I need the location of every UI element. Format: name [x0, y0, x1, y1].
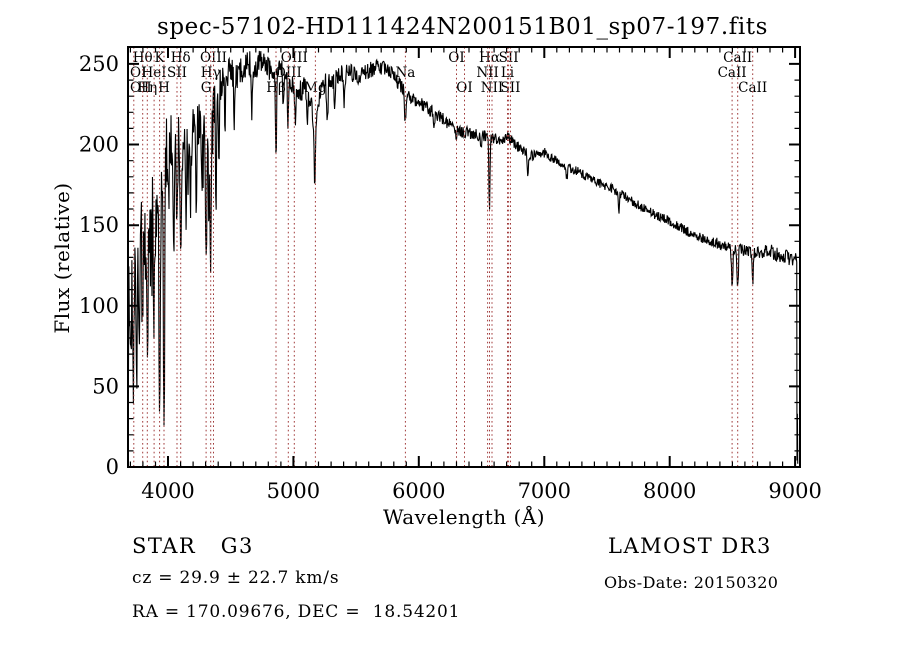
plot-frame	[127, 46, 801, 468]
marker-label: Hα	[479, 50, 500, 66]
survey-annotation: LAMOST DR3	[608, 534, 772, 558]
x-axis-title: Wavelength (Å)	[382, 505, 546, 529]
marker-label: HeI	[142, 65, 167, 81]
y-axis-title: Flux (relative)	[50, 182, 74, 334]
minor-ticks	[128, 47, 800, 467]
y-tick-label: 150	[79, 213, 119, 237]
marker-label: Na	[395, 65, 415, 81]
x-tick-label: 7000	[518, 479, 571, 503]
marker-lines	[133, 47, 754, 467]
marker-label: CaII	[718, 65, 747, 81]
marker-label: K	[155, 50, 166, 66]
obsdate-annotation: Obs-Date: 20150320	[604, 573, 779, 592]
x-tick-label: 9000	[768, 479, 821, 503]
marker-label: CaII	[723, 50, 752, 66]
y-tick-label: 0	[106, 455, 119, 479]
marker-label: Hθ	[133, 50, 153, 66]
radec-annotation: RA = 170.09676, DEC = 18.54201	[132, 602, 461, 622]
x-tick-label: 8000	[643, 479, 696, 503]
y-tick-label: 250	[79, 52, 119, 76]
x-tick-labels: 4000 5000 6000 7000 8000 9000	[141, 479, 822, 503]
marker-label: Hδ	[171, 50, 191, 66]
marker-label: NII	[476, 65, 498, 81]
x-tick-label: 5000	[267, 479, 320, 503]
marker-label: SII	[167, 65, 187, 81]
y-tick-labels: 0 50 100 150 200 250	[79, 52, 119, 479]
x-tick-label: 6000	[392, 479, 445, 503]
page-title: spec-57102-HD111424N200151B01_sp07-197.f…	[156, 14, 769, 40]
x-tick-label: 4000	[141, 479, 194, 503]
star-class-annotation: STAR G3	[132, 534, 254, 558]
y-tick-label: 50	[92, 374, 119, 398]
y-tick-label: 100	[79, 294, 119, 318]
marker-label: Li	[501, 65, 515, 81]
spectrum-path	[127, 50, 799, 464]
marker-label: SII	[499, 50, 519, 66]
marker-label: OII	[130, 80, 152, 96]
y-tick-label: 200	[79, 133, 119, 157]
marker-label: OI	[448, 50, 464, 66]
marker-label: OIII	[200, 50, 227, 66]
cz-annotation: cz = 29.9 ± 22.7 km/s	[132, 568, 340, 588]
